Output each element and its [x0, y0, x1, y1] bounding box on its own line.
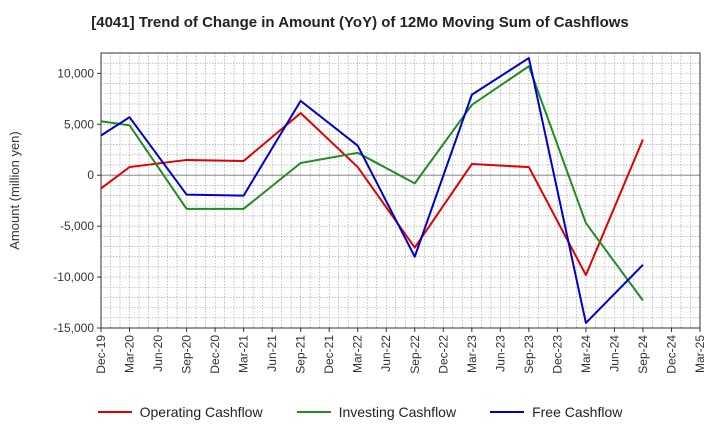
legend-label: Investing Cashflow [338, 404, 457, 420]
y-tick-label: -5,000 [60, 219, 94, 233]
y-tick-label: 5,000 [64, 117, 94, 131]
x-tick-label: Sep-23 [522, 335, 536, 374]
x-tick-label: Mar-23 [465, 335, 479, 373]
legend-item: Investing Cashflow [296, 404, 457, 420]
x-tick-label: Mar-25 [693, 335, 707, 373]
series-line-investing-cashflow [100, 65, 644, 302]
x-tick-label: Sep-21 [294, 335, 308, 374]
x-tick-label: Jun-20 [151, 335, 165, 372]
series-line-operating-cashflow [100, 112, 644, 277]
x-tick-label: Mar-21 [237, 335, 251, 373]
x-tick-label: Mar-22 [351, 335, 365, 373]
plot-frame [100, 52, 701, 329]
x-tick-label: Dec-19 [94, 335, 108, 374]
x-tick-label: Sep-22 [408, 335, 422, 374]
plot-area [101, 53, 700, 328]
x-tick-label: Jun-21 [265, 335, 279, 372]
x-tick-label: Dec-21 [322, 335, 336, 374]
y-tick-label: -10,000 [53, 270, 94, 284]
y-tick-label: -15,000 [53, 321, 94, 335]
legend-swatch [97, 411, 132, 413]
chart-title: [4041] Trend of Change in Amount (YoY) o… [91, 14, 629, 31]
x-tick-label: Dec-23 [550, 335, 564, 374]
x-tick-label: Dec-24 [664, 335, 678, 374]
x-tick-label: Jun-24 [607, 335, 621, 372]
series-line-free-cashflow [100, 57, 644, 324]
legend-swatch [490, 411, 525, 413]
legend: Operating Cashflow Investing Cashflow Free… [0, 404, 720, 420]
legend-label: Operating Cashflow [139, 404, 263, 420]
x-tick-label: Sep-24 [636, 335, 650, 374]
y-tick-label: 10,000 [57, 66, 94, 80]
x-tick-label: Dec-20 [208, 335, 222, 374]
y-axis-label: Amount (million yen) [7, 131, 22, 250]
x-tick-label: Dec-22 [436, 335, 450, 374]
x-tick-label: Mar-24 [579, 335, 593, 373]
x-tick-label: Mar-20 [123, 335, 137, 373]
x-tick-label: Jun-23 [493, 335, 507, 372]
x-tick-label: Sep-20 [180, 335, 194, 374]
legend-item: Free Cashflow [490, 404, 622, 420]
legend-label: Free Cashflow [532, 404, 623, 420]
y-tick-label: 0 [87, 168, 94, 182]
x-tick-label: Jun-22 [379, 335, 393, 372]
legend-item: Operating Cashflow [97, 404, 263, 420]
legend-swatch [296, 411, 331, 413]
